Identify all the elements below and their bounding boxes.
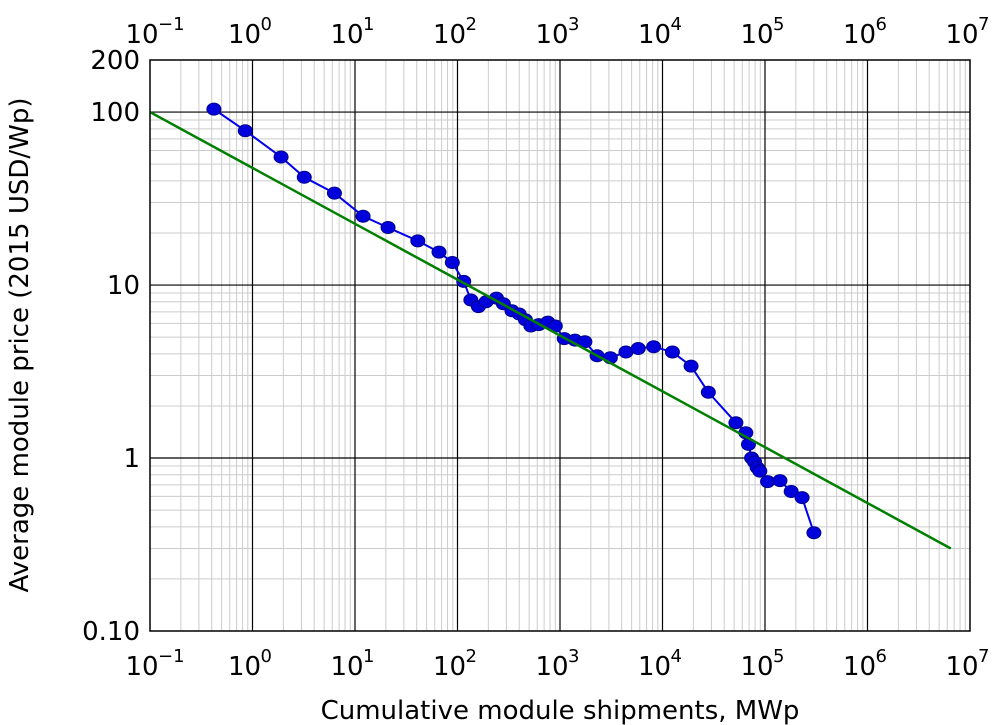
x-bottom-tick-label: 10 bbox=[433, 652, 466, 682]
data-point bbox=[444, 256, 460, 270]
x-top-tick-label-exponent: 5 bbox=[773, 14, 784, 35]
x-top-tick-label: 10 bbox=[535, 20, 568, 50]
x-top-tick-label-exponent: 4 bbox=[671, 14, 682, 35]
x-top-tick-label: 10 bbox=[330, 20, 363, 50]
y-axis-label: Average module price (2015 USD/Wp) bbox=[5, 98, 35, 593]
x-top-tick-label: 10 bbox=[433, 20, 466, 50]
data-point bbox=[206, 102, 222, 116]
x-bottom-tick-label-exponent: 7 bbox=[978, 646, 989, 667]
data-point bbox=[752, 464, 768, 478]
x-bottom-tick-label-exponent: 4 bbox=[671, 646, 682, 667]
x-top-tick-label-exponent: 0 bbox=[261, 14, 272, 35]
data-point bbox=[760, 475, 776, 489]
x-bottom-tick-label-exponent: −1 bbox=[158, 646, 185, 667]
x-bottom-tick-label: 10 bbox=[535, 652, 568, 682]
y-tick-label: 1 bbox=[123, 444, 140, 474]
data-point bbox=[772, 474, 788, 488]
x-top-tick-label: 10 bbox=[125, 20, 158, 50]
x-top-tick-label-exponent: −1 bbox=[158, 14, 185, 35]
x-top-tick-label-exponent: 6 bbox=[876, 14, 887, 35]
data-point bbox=[806, 526, 822, 540]
y-tick-label: 100 bbox=[90, 98, 140, 128]
x-bottom-tick-label-exponent: 5 bbox=[773, 646, 784, 667]
x-top-tick-label: 10 bbox=[843, 20, 876, 50]
x-axis-label: Cumulative module shipments, MWp bbox=[321, 696, 800, 725]
tick-labels: 10 −110 −110 010 010 110 110 210 210 310 310 410 410… bbox=[82, 14, 989, 682]
x-bottom-tick-label-exponent: 2 bbox=[466, 646, 477, 667]
plot-frame bbox=[149, 59, 971, 632]
x-top-tick-label: 10 bbox=[638, 20, 671, 50]
x-top-tick-label-exponent: 2 bbox=[466, 14, 477, 35]
y-tick-label: 0.10 bbox=[82, 617, 140, 647]
data-point bbox=[431, 245, 447, 259]
x-top-tick-label: 10 bbox=[228, 20, 261, 50]
data-point bbox=[646, 340, 662, 354]
data-point bbox=[355, 209, 371, 223]
x-bottom-tick-label-exponent: 0 bbox=[261, 646, 272, 667]
series-layer bbox=[149, 102, 952, 550]
x-top-tick-label-exponent: 3 bbox=[568, 14, 579, 35]
data-point bbox=[380, 221, 396, 235]
data-point bbox=[296, 170, 312, 184]
data-point bbox=[794, 491, 810, 505]
data-point bbox=[683, 359, 699, 373]
x-bottom-tick-label-exponent: 1 bbox=[363, 646, 374, 667]
data-point bbox=[410, 234, 426, 248]
x-top-tick-label: 10 bbox=[740, 20, 773, 50]
x-bottom-tick-label: 10 bbox=[638, 652, 671, 682]
y-tick-label: 200 bbox=[90, 46, 140, 76]
x-bottom-tick-label: 10 bbox=[740, 652, 773, 682]
y-tick-label: 10 bbox=[107, 271, 140, 301]
data-point bbox=[237, 124, 253, 138]
major-grid bbox=[150, 60, 970, 631]
data-point bbox=[700, 385, 716, 399]
x-bottom-tick-label: 10 bbox=[945, 652, 978, 682]
data-point bbox=[783, 485, 799, 499]
data-point bbox=[630, 341, 646, 355]
data-point bbox=[664, 345, 680, 359]
x-bottom-tick-label-exponent: 6 bbox=[876, 646, 887, 667]
trend-line bbox=[149, 110, 952, 550]
x-bottom-tick-label: 10 bbox=[330, 652, 363, 682]
x-bottom-tick-label: 10 bbox=[125, 652, 158, 682]
x-top-tick-label-exponent: 1 bbox=[363, 14, 374, 35]
data-point bbox=[273, 150, 289, 164]
data-point bbox=[326, 186, 342, 200]
data-point bbox=[728, 416, 744, 430]
x-bottom-tick-label: 10 bbox=[228, 652, 261, 682]
x-top-tick-label-exponent: 7 bbox=[978, 14, 989, 35]
x-bottom-tick-label: 10 bbox=[843, 652, 876, 682]
x-top-tick-label: 10 bbox=[945, 20, 978, 50]
x-bottom-tick-label-exponent: 3 bbox=[568, 646, 579, 667]
